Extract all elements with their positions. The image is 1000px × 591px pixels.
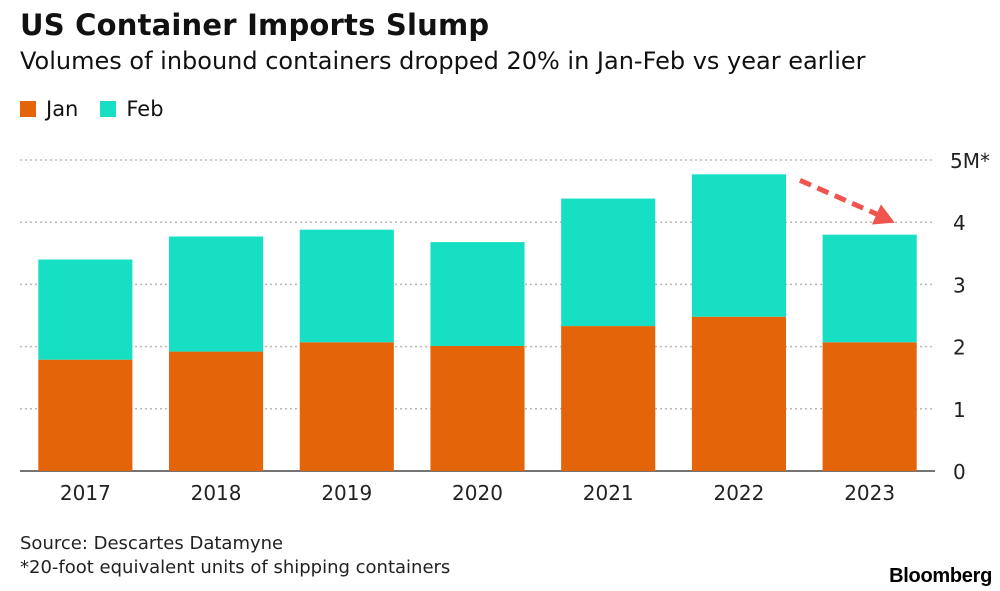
annotation-arrow xyxy=(798,178,895,225)
y-tick-label-4: 4 xyxy=(953,211,966,235)
bar-feb-2018 xyxy=(169,236,264,352)
bar-jan-2021 xyxy=(561,326,656,471)
y-tick-label-3: 3 xyxy=(953,273,966,297)
legend-swatch-feb xyxy=(100,101,117,117)
x-tick-label-2022: 2022 xyxy=(713,481,764,505)
y-tick-label-2: 2 xyxy=(953,336,966,360)
legend-swatch-jan xyxy=(20,101,36,117)
bar-jan-2023 xyxy=(822,342,917,471)
chart-subtitle: Volumes of inbound containers dropped 20… xyxy=(20,47,866,75)
annotation-arrow-shaft xyxy=(798,178,886,220)
bar-feb-2020 xyxy=(430,242,525,346)
x-tick-label-2019: 2019 xyxy=(321,481,372,505)
bar-jan-2019 xyxy=(299,342,394,471)
x-tick-label-2017: 2017 xyxy=(60,481,111,505)
y-tick-label-1: 1 xyxy=(953,398,966,422)
x-tick-label-2018: 2018 xyxy=(191,481,242,505)
annotation-arrow-head xyxy=(871,204,895,225)
y-axis-labels: 0 1 2 3 4 5M* xyxy=(950,149,990,484)
footnote: *20-foot equivalent units of shipping co… xyxy=(20,557,451,578)
bar-feb-2019 xyxy=(299,229,394,343)
chart-legend: Jan Feb xyxy=(20,97,186,121)
x-axis-labels: 2017 2018 2019 2020 2021 2022 2023 xyxy=(60,481,895,505)
legend-label-feb: Feb xyxy=(126,97,164,121)
bar-jan-2022 xyxy=(691,316,786,471)
bar-feb-2017 xyxy=(38,259,133,360)
bar-jan-2017 xyxy=(38,359,133,471)
x-tick-label-2023: 2023 xyxy=(844,481,895,505)
bar-feb-2021 xyxy=(561,198,656,327)
bar-jan-2018 xyxy=(169,351,264,471)
chart-title: US Container Imports Slump xyxy=(20,8,490,42)
y-tick-label-0: 0 xyxy=(953,460,966,484)
bloomberg-logo: Bloomberg xyxy=(889,565,992,587)
bar-jan-2020 xyxy=(430,345,525,471)
bars xyxy=(38,174,917,471)
x-tick-label-2021: 2021 xyxy=(583,481,634,505)
bar-feb-2022 xyxy=(691,174,786,317)
y-tick-label-5: 5M* xyxy=(950,149,990,173)
legend-item-jan: Jan xyxy=(20,97,78,121)
bar-feb-2023 xyxy=(822,234,917,343)
legend-label-jan: Jan xyxy=(46,97,79,121)
legend-item-feb: Feb xyxy=(100,97,164,121)
source-note: Source: Descartes Datamyne xyxy=(20,533,284,554)
x-tick-label-2020: 2020 xyxy=(452,481,503,505)
